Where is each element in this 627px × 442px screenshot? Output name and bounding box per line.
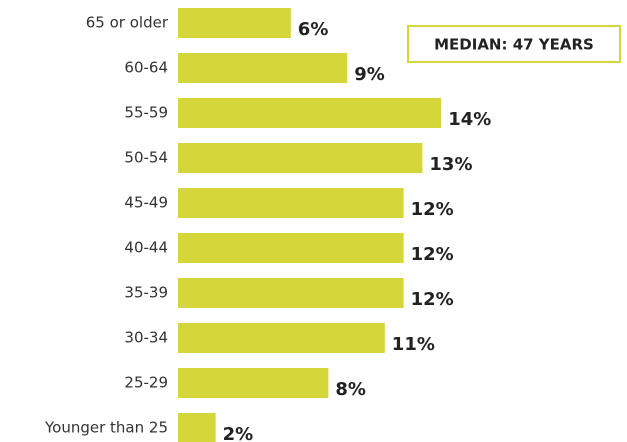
value-label: 12% — [411, 199, 454, 220]
value-label: 11% — [392, 334, 435, 355]
category-label: 25-29 — [124, 374, 168, 392]
bar — [178, 53, 348, 83]
category-label: 30-34 — [124, 329, 168, 347]
category-label: 35-39 — [124, 284, 168, 302]
category-label: 65 or older — [86, 14, 169, 32]
value-label: 13% — [429, 154, 472, 175]
bar — [178, 323, 385, 353]
bar — [178, 278, 404, 308]
value-label: 9% — [354, 64, 385, 85]
category-label: 40-44 — [124, 239, 168, 257]
bar — [178, 413, 216, 442]
category-label: 55-59 — [124, 104, 168, 122]
value-label: 12% — [411, 244, 454, 265]
bar — [178, 98, 442, 128]
value-label: 8% — [335, 379, 366, 400]
category-label: 45-49 — [124, 194, 168, 212]
value-label: 2% — [223, 424, 254, 442]
bar — [178, 233, 404, 263]
category-label: 50-54 — [124, 149, 168, 167]
bar — [178, 368, 329, 398]
category-label: Younger than 25 — [44, 419, 168, 437]
value-label: 6% — [298, 19, 329, 40]
annotation: MEDIAN: 47 YEARS — [434, 36, 594, 54]
bar — [178, 188, 404, 218]
value-label: 12% — [411, 289, 454, 310]
category-label: 60-64 — [124, 59, 168, 77]
bar — [178, 8, 291, 38]
bar — [178, 143, 423, 173]
annotation-box — [407, 25, 621, 63]
value-label: 14% — [448, 109, 491, 130]
